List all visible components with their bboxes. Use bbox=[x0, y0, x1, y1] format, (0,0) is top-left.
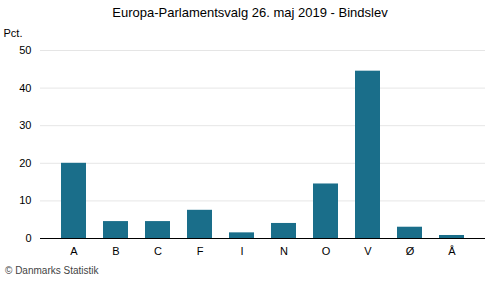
html-text:© Danmarks Statistik: © Danmarks Statistik bbox=[5, 265, 99, 276]
svg-text:F: F bbox=[197, 245, 204, 257]
svg-text:I: I bbox=[240, 245, 243, 257]
svg-text:30: 30 bbox=[19, 119, 31, 131]
svg-text:50: 50 bbox=[19, 44, 31, 56]
svg-text:10: 10 bbox=[19, 194, 31, 206]
svg-text:0: 0 bbox=[25, 232, 31, 244]
svg-text:V: V bbox=[364, 245, 372, 257]
svg-text:Pct.: Pct. bbox=[4, 27, 23, 39]
svg-text:Å: Å bbox=[448, 245, 456, 257]
svg-text:N: N bbox=[280, 245, 288, 257]
svg-text:A: A bbox=[70, 245, 78, 257]
svg-text:B: B bbox=[112, 245, 119, 257]
svg-text:40: 40 bbox=[19, 82, 31, 94]
html-text:Europa-Parlamentsvalg 26. maj: Europa-Parlamentsvalg 26. maj 2019 - Bin… bbox=[112, 5, 388, 20]
svg-text:C: C bbox=[154, 245, 162, 257]
svg-text:O: O bbox=[322, 245, 331, 257]
svg-text:Ø: Ø bbox=[406, 245, 415, 257]
svg-text:20: 20 bbox=[19, 157, 31, 169]
